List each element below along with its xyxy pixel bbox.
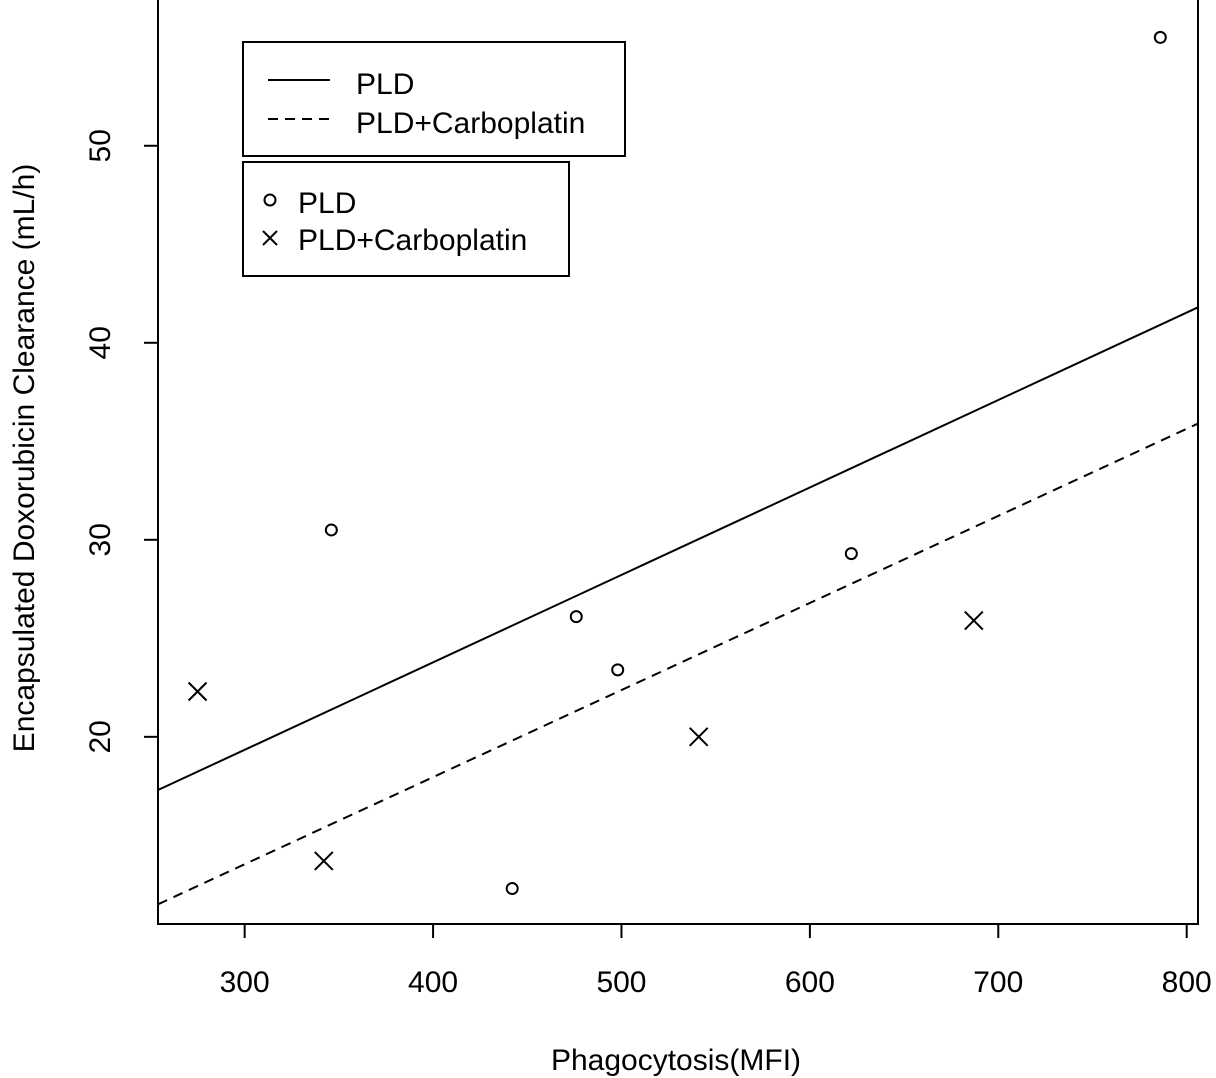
x-tick-label: 300: [220, 966, 270, 999]
x-tick-label: 800: [1162, 966, 1212, 999]
data-point-circle: [1153, 30, 1167, 44]
legend-markers-box: PLD PLD+Carboplatin: [242, 161, 570, 277]
data-markers: [187, 30, 1167, 896]
y-tick-label: 40: [84, 326, 117, 359]
fit-line-pld-carboplatin: [157, 422, 1199, 906]
data-point-circle: [844, 547, 858, 561]
data-point-circle: [324, 523, 338, 537]
legend-marker-label-pld-carboplatin: PLD+Carboplatin: [298, 224, 527, 257]
x-tick-label: 700: [973, 966, 1023, 999]
y-tick-label: 50: [84, 129, 117, 162]
x-tick-label: 600: [785, 966, 835, 999]
y-tick-label: 20: [84, 720, 117, 753]
x-axis: 300 400 500 600 700 800: [220, 923, 1212, 999]
data-point-circle: [569, 610, 583, 624]
x-tick-label: 400: [408, 966, 458, 999]
y-axis: 20 30 40 50: [84, 129, 159, 754]
data-point-cross: [964, 610, 984, 631]
y-axis-label: Encapsulated Doxorubicin Clearance (mL/h…: [8, 164, 41, 753]
legend-lines-box: PLD PLD+Carboplatin: [242, 41, 626, 157]
data-point-cross: [314, 851, 334, 871]
legend-marker-label-pld: PLD: [298, 187, 356, 220]
data-point-circle: [611, 663, 625, 677]
legend-cross-symbol: [262, 230, 278, 246]
x-axis-label: Phagocytosis(MFI): [551, 1044, 801, 1077]
legend-line-label-pld: PLD: [356, 68, 414, 101]
y-tick-label: 30: [84, 523, 117, 556]
data-point-circle: [505, 882, 519, 896]
x-tick-label: 500: [596, 966, 646, 999]
legend-line-label-pld-carboplatin: PLD+Carboplatin: [356, 107, 585, 140]
fit-line-pld: [157, 306, 1199, 791]
data-point-cross: [689, 727, 709, 747]
legend-circle-symbol: [263, 193, 277, 207]
data-point-cross: [187, 681, 208, 702]
fit-lines: [157, 306, 1199, 906]
